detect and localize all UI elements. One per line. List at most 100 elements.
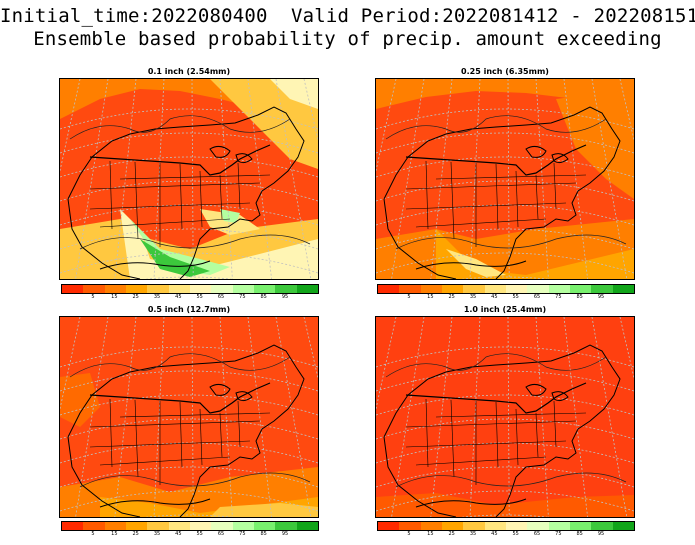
colorbar-tick-label: 5	[407, 531, 411, 537]
colorbar-tick-label: 25	[132, 531, 139, 537]
colorbar-tick-label: 95	[597, 294, 605, 300]
colorbar-segment	[463, 285, 485, 293]
colorbar-tick-label: 35	[153, 531, 161, 537]
map-svg	[376, 79, 634, 279]
colorbar-tick-label: 25	[448, 531, 455, 537]
colorbar-tick-label: 5	[91, 531, 95, 537]
colorbar-segment	[104, 522, 126, 530]
colorbar-segment	[83, 285, 105, 293]
colorbar-segment	[211, 522, 233, 530]
colorbar-tick-label: 5	[91, 294, 95, 300]
colorbar-tick-label: 55	[512, 294, 519, 300]
colorbar-tick-label: 65	[217, 531, 225, 537]
header-line-2: Ensemble based probability of precip. am…	[33, 28, 662, 50]
colorbar-segment	[62, 285, 84, 293]
colorbar-tick-label: 5	[407, 294, 411, 300]
probability-map-1	[59, 78, 319, 280]
colorbar-tick-label: 75	[239, 531, 246, 537]
colorbar-segment	[296, 285, 318, 293]
colorbar-tick-label: 65	[533, 531, 541, 537]
colorbar-segment	[399, 285, 421, 293]
colorbar-tick-label: 75	[555, 531, 562, 537]
colorbar-segment	[147, 285, 169, 293]
colorbar-tick-label: 75	[555, 294, 562, 300]
colorbar-tick-label: 45	[175, 294, 182, 300]
colorbar-segment	[378, 522, 400, 530]
colorbar-segment	[441, 285, 464, 293]
colorbar-segment	[591, 522, 613, 530]
colorbar-tick-label: 35	[469, 531, 477, 537]
colorbar-segment	[296, 522, 318, 530]
colorbar-tick-label: 15	[111, 531, 118, 537]
colorbar-tick-label: 15	[427, 531, 434, 537]
colorbar-labels-4: 5 15 25 35 45 55 65 75 85 95	[377, 531, 633, 539]
colorbar-segment	[484, 522, 506, 530]
colorbar-tick-label: 95	[281, 531, 289, 537]
colorbar-segment	[83, 522, 105, 530]
colorbar-tick-label: 25	[132, 294, 139, 300]
colorbar-segment	[527, 522, 549, 530]
colorbar-segment	[275, 285, 297, 293]
colorbar-labels-3: 5 15 25 35 45 55 65 75 85 95	[61, 531, 317, 539]
colorbar-segment	[168, 285, 190, 293]
colorbar-labels-1: 5 15 25 35 45 55 65 75 85 95	[61, 294, 317, 302]
colorbar-tick-label: 95	[597, 531, 605, 537]
panel-title-3: 0.5 inch (12.7mm)	[147, 305, 231, 314]
colorbar-segment	[527, 285, 549, 293]
colorbar-segment	[505, 285, 528, 293]
colorbar-segment	[569, 285, 592, 293]
colorbar-tick-label: 25	[448, 294, 455, 300]
header-line-1: Initial_time:2022080400 Valid Period:202…	[0, 5, 695, 27]
colorbar-tick-label: 45	[175, 531, 182, 537]
colorbar-segment	[189, 285, 212, 293]
colorbar-segment	[125, 285, 148, 293]
colorbar-segment	[253, 285, 276, 293]
colorbar-segment	[420, 522, 442, 530]
colorbar-tick-label: 55	[196, 531, 203, 537]
colorbar-tick-label: 75	[239, 294, 246, 300]
colorbar-segment	[441, 522, 464, 530]
panel-title-2: 0.25 inch (6.35mm)	[461, 67, 549, 76]
probability-map-2	[375, 78, 635, 280]
colorbar-segment	[420, 285, 442, 293]
colorbar-segment	[505, 522, 528, 530]
probability-map-3	[59, 316, 319, 518]
colorbar-tick-label: 35	[469, 294, 477, 300]
colorbar-tick-label: 45	[491, 294, 498, 300]
colorbar-segment	[548, 522, 570, 530]
colorbar-tick-label: 55	[512, 531, 519, 537]
colorbar-segment	[211, 285, 233, 293]
colorbar-labels-2: 5 15 25 35 45 55 65 75 85 95	[377, 294, 633, 302]
colorbar-tick-label: 85	[576, 531, 583, 537]
colorbar-segment	[168, 522, 190, 530]
colorbar-segment	[569, 522, 592, 530]
colorbar-segment	[463, 522, 485, 530]
colorbar-2	[377, 284, 635, 294]
colorbar-segment	[612, 285, 634, 293]
colorbar-tick-label: 65	[533, 294, 541, 300]
panel-title-1: 0.1 inch (2.54mm)	[147, 67, 231, 76]
colorbar-1	[61, 284, 319, 294]
panel-title-4: 1.0 inch (25.4mm)	[463, 305, 547, 314]
probability-map-4	[375, 316, 635, 518]
colorbar-segment	[548, 285, 570, 293]
colorbar-tick-label: 85	[260, 294, 267, 300]
colorbar-segment	[484, 285, 506, 293]
colorbar-segment	[232, 522, 254, 530]
colorbar-segment	[275, 522, 297, 530]
colorbar-3	[61, 521, 319, 531]
colorbar-segment	[232, 285, 254, 293]
colorbar-tick-label: 15	[111, 294, 118, 300]
colorbar-tick-label: 95	[281, 294, 289, 300]
colorbar-segment	[591, 285, 613, 293]
colorbar-tick-label: 85	[260, 531, 267, 537]
colorbar-segment	[399, 522, 421, 530]
colorbar-4	[377, 521, 635, 531]
colorbar-segment	[612, 522, 634, 530]
colorbar-segment	[378, 285, 400, 293]
map-svg	[60, 79, 318, 279]
colorbar-tick-label: 55	[196, 294, 203, 300]
colorbar-segment	[125, 522, 148, 530]
colorbar-tick-label: 65	[217, 294, 225, 300]
colorbar-segment	[62, 522, 84, 530]
